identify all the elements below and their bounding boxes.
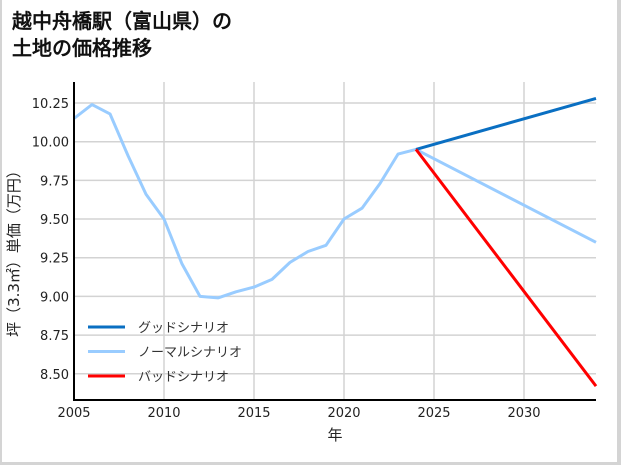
title-line-1: 越中舟橋駅（富山県）の [12,9,232,33]
x-axis-label: 年 [327,426,342,444]
x-tick-label: 2015 [237,406,270,421]
tick-labels: 8.50 8.75 9.00 9.25 9.50 9.75 10.00 10.25 2005 20… [32,97,541,421]
x-tick-label: 2030 [507,406,540,421]
chart-title: 越中舟橋駅（富山県）の 土地の価格推移 [12,8,232,62]
y-tick-label: 9.50 [40,213,69,228]
gridlines [74,82,596,400]
axes [73,82,596,401]
x-tick-label: 2020 [327,406,360,421]
y-tick-label: 9.75 [40,174,69,189]
title-line-2: 土地の価格推移 [12,36,152,60]
legend-label: バッドシナリオ [138,370,229,385]
series-line [414,148,598,388]
data-lines [73,96,598,388]
y-tick-label: 8.50 [40,368,69,383]
legend-label: ノーマルシナリオ [138,346,242,361]
y-tick-label: 9.00 [40,290,69,305]
y-tick-label: 8.75 [40,329,69,344]
x-tick-label: 2010 [147,406,180,421]
y-tick-label: 9.25 [40,252,69,267]
x-tick-label: 2025 [417,406,450,421]
y-tick-label: 10.00 [32,136,69,151]
y-axis-label: 坪（3.3㎡）単価（万円） [5,163,23,337]
series-line [415,96,597,151]
legend-label: グッドシナリオ [138,321,229,336]
series-line [73,103,417,300]
x-tick-label: 2005 [57,406,90,421]
series-line [415,148,597,244]
y-tick-label: 10.25 [32,97,69,112]
